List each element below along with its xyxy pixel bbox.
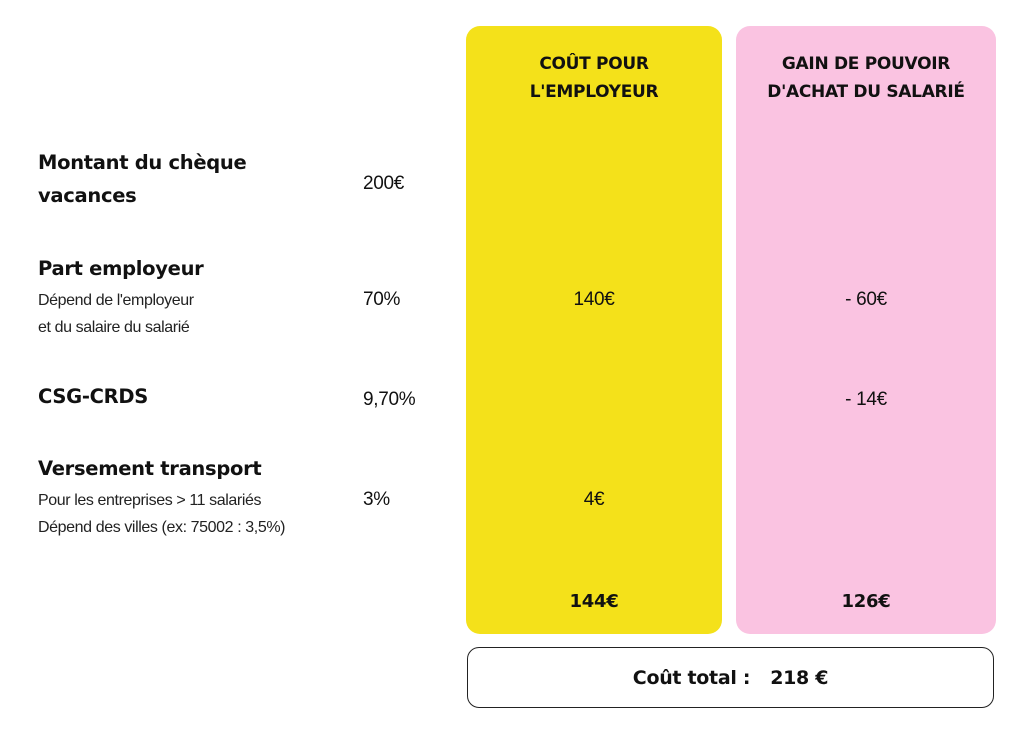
transport-employer-cost: 4€ <box>583 489 605 510</box>
note-line1: Dépend de l'employeur <box>38 292 194 309</box>
csg-crds-employee-gain: - 14€ <box>845 389 887 410</box>
employee-header-line2: D'ACHAT DU SALARIÉ <box>767 82 965 102</box>
employee-total: 126€ <box>841 591 891 612</box>
note-line1: Pour les entreprises > 11 salariés <box>38 492 262 509</box>
note-line2: et du salaire du salarié <box>38 319 190 336</box>
employer-share-note: Dépend de l'employeur et du salaire du s… <box>38 287 194 341</box>
total-cost-box: Coût total : 218 € <box>467 647 994 708</box>
row-label-line2: vacances <box>38 184 137 207</box>
employer-share-employee-gain: - 60€ <box>845 289 887 310</box>
note-line2: Dépend des villes (ex: 75002 : 3,5%) <box>38 519 286 536</box>
transport-note: Pour les entreprises > 11 salariés Dépen… <box>38 487 285 541</box>
employer-cost-column: COÛT POUR L'EMPLOYEUR <box>466 26 722 634</box>
row-label-employer-share: Part employeur <box>38 257 204 280</box>
csg-crds-value: 9,70% <box>363 389 416 410</box>
total-cost-label: Coût total : <box>632 666 751 689</box>
employer-share-employer-cost: 140€ <box>573 289 615 310</box>
employee-gain-column: GAIN DE POUVOIR D'ACHAT DU SALARIÉ <box>736 26 996 634</box>
employer-header-line1: COÛT POUR <box>539 54 649 74</box>
employer-cost-header: COÛT POUR L'EMPLOYEUR <box>466 50 722 106</box>
employee-header-line1: GAIN DE POUVOIR <box>781 54 951 74</box>
transport-value: 3% <box>363 489 390 510</box>
employer-header-line2: L'EMPLOYEUR <box>529 82 659 102</box>
row-label-csg-crds: CSG-CRDS <box>38 385 148 408</box>
row-label-voucher-amount: Montant du chèque vacances <box>38 146 247 212</box>
total-cost-value: 218 € <box>770 666 829 689</box>
row-label-transport: Versement transport <box>38 457 262 480</box>
employee-gain-header: GAIN DE POUVOIR D'ACHAT DU SALARIÉ <box>736 50 996 106</box>
employer-share-value: 70% <box>363 289 401 310</box>
row-label-line1: Montant du chèque <box>38 151 247 174</box>
voucher-amount-value: 200€ <box>363 173 405 194</box>
employer-total: 144€ <box>569 591 619 612</box>
